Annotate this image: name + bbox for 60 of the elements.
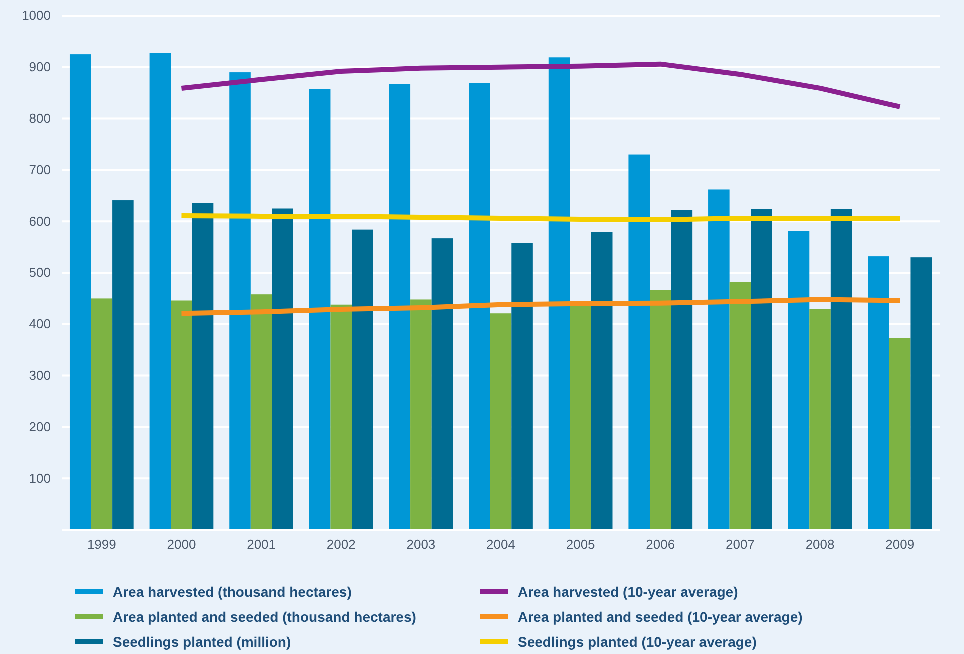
x-tick-label: 2001 <box>247 537 276 552</box>
bar <box>352 230 374 530</box>
bar <box>250 294 272 530</box>
legend-label: Seedlings planted (10-year average) <box>518 634 757 650</box>
bar <box>490 314 512 530</box>
bar <box>171 300 192 530</box>
bar <box>570 305 592 530</box>
x-tick-label: 2007 <box>726 537 755 552</box>
bar <box>309 90 331 530</box>
bar <box>650 290 672 530</box>
bar <box>469 83 490 530</box>
bar <box>628 154 650 530</box>
bar <box>910 258 932 530</box>
x-tick-label: 2009 <box>886 537 915 552</box>
y-tick-label: 300 <box>29 368 51 383</box>
y-tick-label: 900 <box>29 60 51 75</box>
y-tick-label: 700 <box>29 162 51 178</box>
legend-label: Area harvested (thousand hectares) <box>113 584 352 600</box>
legend-label: Area planted and seeded (thousand hectares) <box>113 609 416 625</box>
y-tick-label: 600 <box>29 214 51 229</box>
bar <box>889 338 911 530</box>
y-tick-label: 200 <box>29 419 51 434</box>
bar <box>432 238 454 530</box>
bar <box>591 232 613 530</box>
x-tick-label: 2006 <box>646 537 676 552</box>
x-tick-label: 2004 <box>486 537 516 552</box>
legend-label: Area harvested (10-year average) <box>518 584 738 600</box>
bar <box>671 210 693 530</box>
bar <box>548 58 570 530</box>
bar <box>751 209 772 530</box>
bar <box>230 72 251 530</box>
x-tick-label: 2002 <box>326 537 356 552</box>
bar <box>730 282 752 530</box>
bar <box>70 54 92 530</box>
bar <box>389 84 411 530</box>
bar <box>868 256 890 530</box>
y-tick-label: 1000 <box>22 8 51 24</box>
y-tick-label: 500 <box>29 265 51 280</box>
bar <box>810 309 831 530</box>
bar <box>830 209 852 530</box>
bar <box>788 231 810 530</box>
bar <box>410 300 432 530</box>
x-tick-label: 2000 <box>167 537 196 552</box>
legend-label: Seedlings planted (million) <box>113 634 292 650</box>
bar <box>192 203 214 530</box>
bar <box>150 53 172 530</box>
x-tick-label: 2003 <box>406 537 436 552</box>
bar <box>91 298 113 530</box>
legend-label: Area planted and seeded (10-year average) <box>518 609 803 625</box>
y-tick-label: 800 <box>29 110 51 126</box>
bar <box>112 200 134 530</box>
y-tick-label: 400 <box>29 316 51 332</box>
x-tick-label: 2005 <box>566 537 596 552</box>
bar <box>708 190 730 530</box>
y-tick-label: 100 <box>29 470 51 486</box>
x-tick-label: 2008 <box>806 537 835 552</box>
bar <box>272 208 294 530</box>
bar <box>512 243 533 530</box>
bar <box>330 304 352 530</box>
x-tick-label: 1999 <box>87 537 116 552</box>
